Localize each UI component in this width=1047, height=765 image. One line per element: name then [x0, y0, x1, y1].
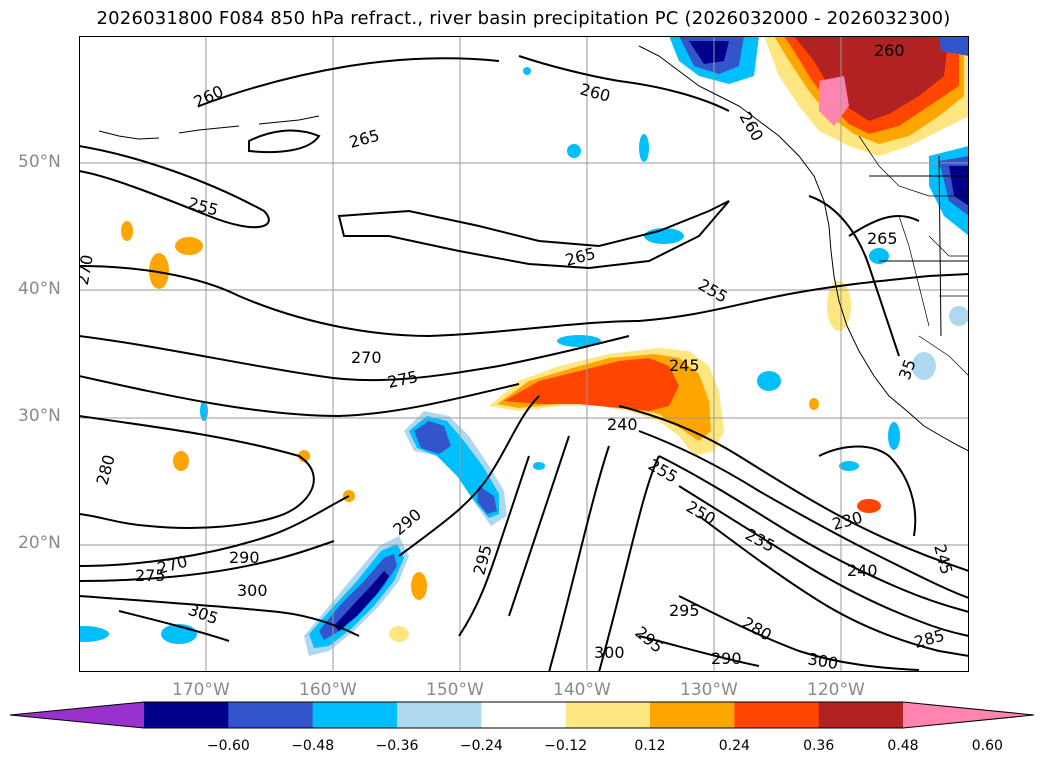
colorbar-segment: [734, 702, 820, 728]
contour-label: 295: [669, 601, 700, 620]
colorbar-tick-label: 0.36: [803, 738, 835, 754]
negative-precipitation-areas: [79, 36, 969, 656]
political-borders: [858, 135, 969, 377]
contour-label: 260: [874, 41, 905, 60]
contour-label: 240: [607, 415, 638, 434]
positive-precipitation-areas: [121, 36, 969, 642]
latitude-label: 20°N: [18, 533, 61, 553]
colorbar-tick-label: −0.36: [375, 738, 419, 754]
colorbar-tick-label: 0.60: [971, 738, 1003, 754]
latitude-label: 30°N: [18, 406, 61, 426]
longitude-label: 150°W: [426, 680, 484, 700]
colorbar-tick-label: 0.48: [887, 738, 919, 754]
colorbar-tick-label: −0.48: [291, 738, 335, 754]
contour-label: 240: [847, 561, 878, 580]
longitude-label: 120°W: [807, 680, 865, 700]
colorbar-segment: [818, 702, 904, 728]
colorbar-segment: [397, 702, 482, 728]
colorbar-segment: [481, 702, 567, 728]
contour-label: 300: [806, 649, 839, 672]
colorbar-tick-label: 0.24: [718, 738, 750, 754]
colorbar-extend-min: [10, 702, 144, 728]
colorbar-tick-label: −0.24: [459, 738, 503, 754]
colorbar-segment: [144, 702, 229, 728]
longitude-label: 130°W: [680, 680, 738, 700]
longitude-label: 140°W: [553, 680, 611, 700]
map-title: 2026031800 F084 850 hPa refract., river …: [96, 8, 951, 29]
colorbar-segment: [650, 702, 735, 728]
longitude-label: 170°W: [172, 680, 230, 700]
colorbar-tick-label: −0.12: [544, 738, 588, 754]
contour-label: 300: [237, 581, 268, 600]
colorbar-segments: [10, 702, 1034, 728]
contour-label: 300: [594, 643, 625, 662]
colorbar-tick-label: 0.12: [634, 738, 666, 754]
colorbar-segment: [312, 702, 398, 728]
map-plot: 260 260 265 255 270 260 260 265 255 265 …: [79, 36, 969, 672]
latitude-label: 40°N: [18, 279, 61, 299]
contour-label: 245: [669, 356, 700, 375]
colorbar-segment: [228, 702, 314, 728]
contour-label: 270: [351, 348, 382, 367]
colorbar-border: [10, 701, 1035, 729]
colorbar: [10, 701, 1035, 729]
contour-label: 290: [711, 649, 742, 668]
colorbar-segment: [565, 702, 651, 728]
refractivity-contours: [79, 55, 969, 672]
colorbar-extend-max: [903, 702, 1034, 728]
coastlines: [98, 45, 969, 452]
contour-label: 290: [229, 548, 260, 567]
longitude-label: 160°W: [299, 680, 357, 700]
colorbar-tick-label: −0.60: [206, 738, 250, 754]
contour-label: 265: [867, 229, 898, 248]
contour-label: 275: [135, 566, 166, 585]
contour-label: 270: [79, 253, 97, 286]
latitude-label: 50°N: [18, 152, 61, 172]
lat-lon-grid: [79, 36, 969, 672]
